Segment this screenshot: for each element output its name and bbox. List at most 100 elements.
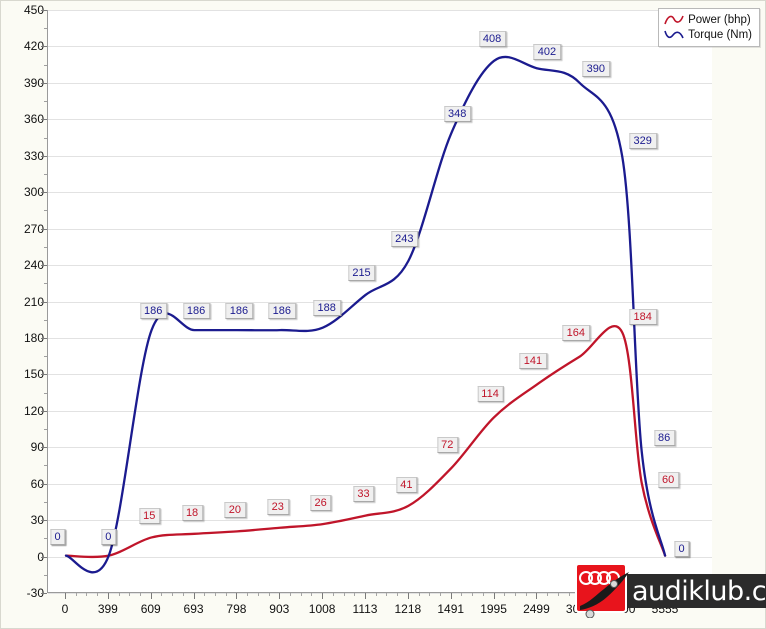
x-axis-minor-tick (204, 593, 206, 596)
y-axis-minor-tick (44, 28, 47, 30)
x-axis-tick-label: 0 (61, 602, 69, 616)
x-axis-tick (450, 593, 452, 599)
x-axis-tick (236, 593, 238, 599)
x-axis-minor-tick (397, 593, 399, 596)
x-axis-minor-tick (557, 593, 559, 596)
gridline (48, 483, 712, 485)
torque-data-label: 402 (533, 44, 562, 61)
gridlines (48, 10, 712, 594)
y-axis-minor-tick (44, 538, 47, 540)
torque-data-label: 0 (674, 540, 690, 557)
x-axis-tick-label: 1995 (480, 602, 507, 616)
power-data-label: 184 (629, 309, 657, 326)
x-axis-minor-tick (97, 593, 99, 596)
y-axis-tick-label: -30 (26, 586, 44, 600)
x-axis-minor-tick (386, 593, 388, 596)
torque-data-label: 186 (140, 302, 168, 319)
x-axis-tick-label: 2499 (523, 602, 550, 616)
x-axis-minor-tick (257, 593, 259, 596)
data-labels: 0015182023263341721141411641846000018618… (48, 10, 712, 592)
y-axis-tick-label: 360 (23, 112, 44, 127)
gridline (48, 155, 712, 157)
y-axis-tick (41, 556, 47, 558)
x-axis-minor-tick (311, 593, 313, 596)
y-axis-minor-tick (44, 101, 47, 103)
power-data-label: 164 (562, 325, 590, 342)
x-axis-minor-tick (332, 593, 334, 596)
x-axis-minor-tick (268, 593, 270, 596)
torque-data-label: 329 (629, 132, 657, 149)
y-axis-tick-label: 90 (30, 440, 44, 455)
legend-item-torque[interactable]: Torque (Nm) (664, 28, 752, 41)
x-axis-minor-tick (504, 593, 506, 596)
y-axis-tick (41, 447, 47, 449)
y-axis-tick-label: 120 (23, 403, 44, 418)
power-data-label: 72 (437, 437, 459, 454)
legend-label-power: Power (bhp) (688, 13, 751, 26)
gridline (48, 119, 712, 121)
torque-data-label: 243 (391, 231, 419, 248)
gridline (48, 10, 712, 11)
y-axis-minor-tick (44, 501, 47, 503)
y-axis-minor-tick (44, 173, 47, 175)
power-curve-icon (664, 15, 684, 25)
x-axis-tick-label: 1008 (308, 602, 336, 616)
x-axis-minor-tick (418, 593, 420, 596)
x-axis-tick-label: 1113 (352, 602, 378, 616)
y-axis-tick (41, 82, 47, 84)
x-axis-tick (365, 593, 366, 599)
x-axis-minor-tick (515, 593, 516, 596)
torque-data-label: 186 (268, 302, 296, 319)
gridline (48, 301, 712, 303)
x-axis-minor-tick (375, 593, 377, 596)
x-axis-minor-tick (568, 593, 570, 596)
torque-data-label: 348 (444, 105, 472, 122)
y-axis-tick (41, 374, 47, 376)
legend-item-power[interactable]: Power (bhp) (664, 13, 752, 26)
x-axis-tick (407, 593, 409, 599)
gridline (48, 192, 712, 194)
x-axis-tick-label: 609 (140, 602, 161, 616)
x-axis-tick (65, 593, 66, 599)
audi-rings-logo (575, 563, 629, 618)
gridline (48, 374, 712, 376)
torque-data-label: 390 (582, 60, 610, 77)
y-axis-minor-tick (44, 210, 47, 212)
power-data-label: 60 (657, 471, 680, 488)
y-axis-tick-label: 330 (23, 148, 44, 163)
torque-data-label: 86 (653, 430, 676, 447)
y-axis-tick (41, 155, 47, 157)
y-axis-tick-label: 270 (23, 221, 44, 236)
curves-svg (64, 55, 667, 574)
y-axis-tick (41, 410, 47, 412)
x-axis-minor-tick (547, 593, 549, 596)
y-axis-tick-label: 300 (23, 185, 44, 200)
x-axis-tick (107, 593, 109, 599)
x-axis-minor-tick (225, 593, 227, 596)
x-axis-minor-tick (290, 593, 291, 596)
gridline (48, 46, 712, 48)
torque-data-label: 188 (313, 300, 341, 317)
y-axis-minor-tick (44, 137, 47, 139)
x-axis-minor-tick (182, 593, 184, 596)
power-data-label: 33 (353, 486, 375, 503)
x-axis-tick (279, 593, 281, 599)
x-axis-minor-tick (140, 593, 141, 596)
torque-data-label: 0 (101, 528, 117, 545)
y-axis-tick (41, 301, 47, 303)
x-axis-minor-tick (86, 593, 88, 596)
y-axis-tick-label: 210 (23, 294, 44, 309)
gridline (48, 82, 712, 84)
torque-data-label: 408 (478, 31, 507, 47)
x-axis-tick (536, 593, 538, 599)
y-axis-tick (41, 192, 47, 194)
y-axis-minor-tick (44, 356, 47, 358)
x-axis-tick (150, 593, 152, 599)
y-axis-tick (41, 483, 47, 485)
torque-curve (64, 55, 667, 574)
x-axis-minor-tick (343, 593, 345, 596)
y-axis-tick (41, 593, 47, 594)
x-axis-minor-tick (161, 593, 163, 596)
power-data-label: 114 (477, 386, 504, 403)
